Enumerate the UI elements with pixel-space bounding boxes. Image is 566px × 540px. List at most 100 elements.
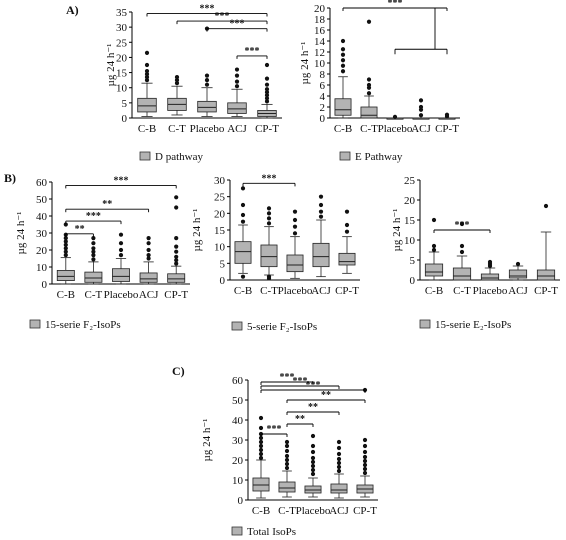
y-tick-label: 20 <box>232 455 244 467</box>
outlier-point <box>340 52 346 57</box>
x-tick-label: Placebo <box>296 505 331 517</box>
significance-label: *** <box>114 175 129 186</box>
x-tick-label: C-T <box>168 123 186 135</box>
outlier-point <box>144 68 150 74</box>
outlier-point <box>459 249 465 255</box>
outlier-point <box>264 93 270 98</box>
legend-label: Total IsoPs <box>247 526 296 538</box>
outlier-point <box>292 224 298 229</box>
x-tick-label: CP-T <box>335 285 359 297</box>
outlier-point <box>63 236 68 241</box>
y-tick-label: 4 <box>320 91 326 103</box>
y-axis-label: µg 24 h⁻¹ <box>391 209 403 252</box>
x-tick-label: ACJ <box>311 285 331 297</box>
outlier-point <box>336 468 342 474</box>
y-tick-label: 15 <box>214 225 226 237</box>
outlier-point <box>336 439 342 445</box>
significance-label: ** <box>75 224 85 235</box>
y-tick-label: 5 <box>122 98 128 110</box>
outlier-point <box>264 96 270 101</box>
chart-3: 0 10 20 30 40 50 60 µg 24 h⁻¹ C-B C-T Placebo ACJ CP… <box>15 175 190 331</box>
x-tick-label: Placebo <box>278 285 313 297</box>
outlier-point <box>284 448 290 454</box>
outlier-point <box>444 112 450 117</box>
x-tick-label: ACJ <box>508 285 528 297</box>
y-tick-label: 30 <box>232 435 244 447</box>
outlier-point <box>418 113 424 118</box>
box-acj <box>227 102 247 114</box>
outlier-point <box>91 246 96 251</box>
outlier-point <box>318 202 324 208</box>
outlier-point <box>418 98 424 103</box>
outlier-point <box>344 222 350 228</box>
outlier-point <box>431 217 437 223</box>
outlier-point <box>204 82 210 87</box>
x-tick-label: ACJ <box>139 289 159 301</box>
outlier-point <box>264 76 270 81</box>
outlier-point <box>310 459 316 465</box>
outlier-point <box>258 425 264 431</box>
box-c-t <box>260 244 278 268</box>
outlier-point <box>91 241 96 246</box>
significance-label: *** <box>267 424 282 435</box>
outlier-point <box>336 460 342 466</box>
outlier-point <box>431 243 437 249</box>
y-tick-label: 16 <box>314 25 326 37</box>
outlier-point <box>204 78 210 83</box>
x-tick-label: C-T <box>260 285 278 297</box>
y-axis-label: µg 24 h⁻¹ <box>201 419 213 462</box>
outlier-point <box>240 219 246 224</box>
outlier-point <box>174 258 179 263</box>
outlier-point <box>264 99 270 104</box>
outlier-point <box>392 114 398 119</box>
outlier-point <box>174 75 180 80</box>
x-tick-label: CP-T <box>255 123 279 135</box>
panel-label-a: A) <box>66 3 79 17</box>
outlier-point <box>204 73 210 78</box>
x-tick-label: C-T <box>360 123 378 135</box>
outlier-point <box>336 451 342 457</box>
outlier-point <box>340 63 346 68</box>
y-axis-label: µg 24 h⁻¹ <box>105 44 117 87</box>
x-tick-label: C-T <box>85 289 103 301</box>
y-tick-label: 40 <box>36 211 48 223</box>
box-cp-t <box>338 252 356 266</box>
outlier-point <box>234 79 240 84</box>
outlier-point <box>144 62 150 68</box>
outlier-point <box>91 249 96 254</box>
outlier-point <box>258 439 264 445</box>
y-tick-label: 10 <box>232 475 244 487</box>
y-tick-label: 40 <box>232 415 244 427</box>
x-tick-label: ACJ <box>227 123 247 135</box>
outlier-point <box>362 454 368 460</box>
box-c-b <box>334 98 352 116</box>
significance-label: *** <box>230 19 245 30</box>
box-cp-t <box>536 269 556 281</box>
y-tick-label: 25 <box>214 192 226 204</box>
outlier-point <box>318 214 324 219</box>
legend-label: 15-serie F₂-IsoPs <box>45 319 121 331</box>
outlier-point <box>284 453 290 459</box>
y-tick-label: 10 <box>36 262 48 274</box>
significance-label: *** <box>455 220 470 231</box>
outlier-point <box>264 90 270 95</box>
outlier-point <box>174 249 179 254</box>
outlier-point <box>266 216 272 221</box>
box-placebo <box>197 100 217 113</box>
outlier-point <box>264 87 270 92</box>
outlier-point <box>264 62 270 68</box>
outlier-point <box>310 467 316 473</box>
y-tick-label: 10 <box>214 242 226 254</box>
y-tick-label: 14 <box>314 36 326 48</box>
outlier-point <box>515 261 521 267</box>
x-tick-label: ACJ <box>329 505 349 517</box>
significance-label: *** <box>306 380 321 391</box>
outlier-point <box>362 458 368 464</box>
outlier-point <box>63 246 68 251</box>
outlier-point <box>362 449 368 455</box>
x-tick-label: CP-T <box>534 285 558 297</box>
outlier-point <box>146 256 151 261</box>
outlier-point <box>63 242 68 247</box>
